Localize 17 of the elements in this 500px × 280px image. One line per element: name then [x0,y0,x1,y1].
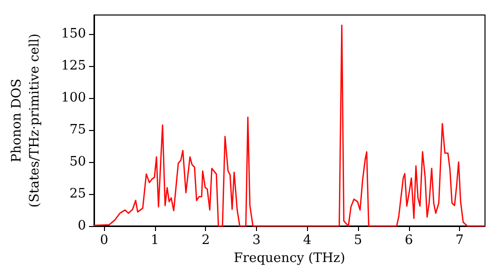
y-tick-label: 75 [69,122,86,138]
y-axis-title: Phonon DOS (States/THz·primitive cell) [10,33,42,208]
x-tick-label: 4 [303,233,312,248]
x-tick-label: 7 [455,233,464,248]
x-tick-label: 6 [404,233,413,248]
y-tick-label: 125 [61,58,86,74]
x-tick-label: 2 [202,233,210,248]
y-tick-label: 100 [61,90,86,106]
x-tick-label: 3 [252,233,261,248]
x-axis-title: Frequency (THz) [234,250,346,266]
x-tick-label: 1 [150,233,160,248]
x-tick-label: 5 [354,233,362,248]
y-tick-label: 0 [78,218,86,234]
y-tick-label: 50 [69,154,86,170]
y-tick-label: 25 [69,186,86,202]
x-tick-label: 0 [100,233,108,248]
y-tick-label: 150 [61,26,86,42]
